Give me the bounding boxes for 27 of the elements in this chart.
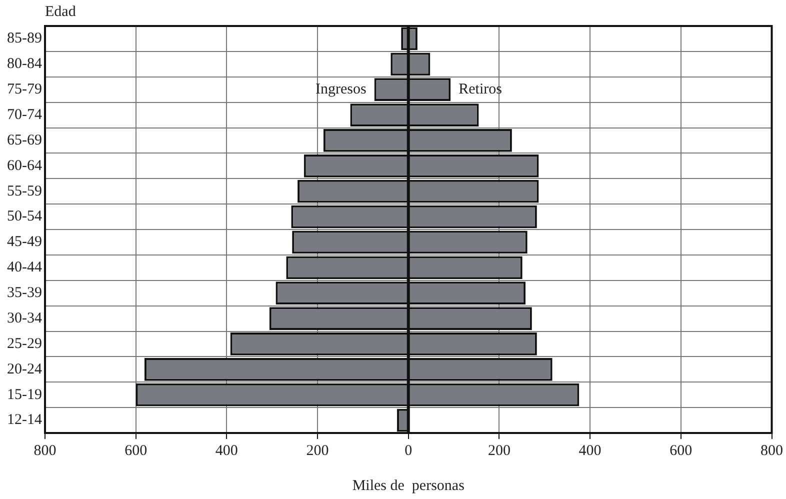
y-tick-label: 12-14	[6, 412, 42, 428]
y-tick-label: 35-39	[6, 285, 42, 302]
y-tick-label: 40-44	[6, 260, 42, 276]
y-tick-label: 85-89	[6, 30, 42, 47]
x-tick-label: 400	[215, 442, 238, 459]
y-tick-label: 50-54	[6, 208, 42, 225]
y-tick-label: 55-59	[6, 183, 42, 200]
x-tick-label: 200	[306, 442, 329, 459]
y-tick-label: 80-84	[6, 56, 42, 72]
x-tick-label: 600	[124, 442, 148, 459]
y-tick-label: 65-69	[6, 132, 42, 148]
x-axis-title: Miles de personas	[352, 478, 465, 494]
x-tick-label: 400	[578, 442, 602, 459]
x-tick-label: 800	[34, 442, 56, 459]
x-tick-label: 600	[670, 442, 692, 459]
y-tick-label: 15-19	[6, 386, 42, 403]
x-tick-label: 800	[760, 442, 783, 459]
x-tick-label: 200	[488, 442, 510, 459]
y-tick-label: 70-74	[6, 106, 42, 123]
y-tick-label: 75-79	[6, 82, 42, 98]
y-tick-label: 30-34	[6, 310, 42, 326]
y-tick-label: 45-49	[6, 234, 42, 250]
y-axis-title: Edad	[44, 4, 76, 20]
y-tick-label: 20-24	[6, 361, 42, 378]
y-tick-label: 60-64	[6, 158, 42, 174]
y-tick-label: 25-29	[6, 336, 42, 352]
x-tick-label: 0	[404, 442, 412, 459]
